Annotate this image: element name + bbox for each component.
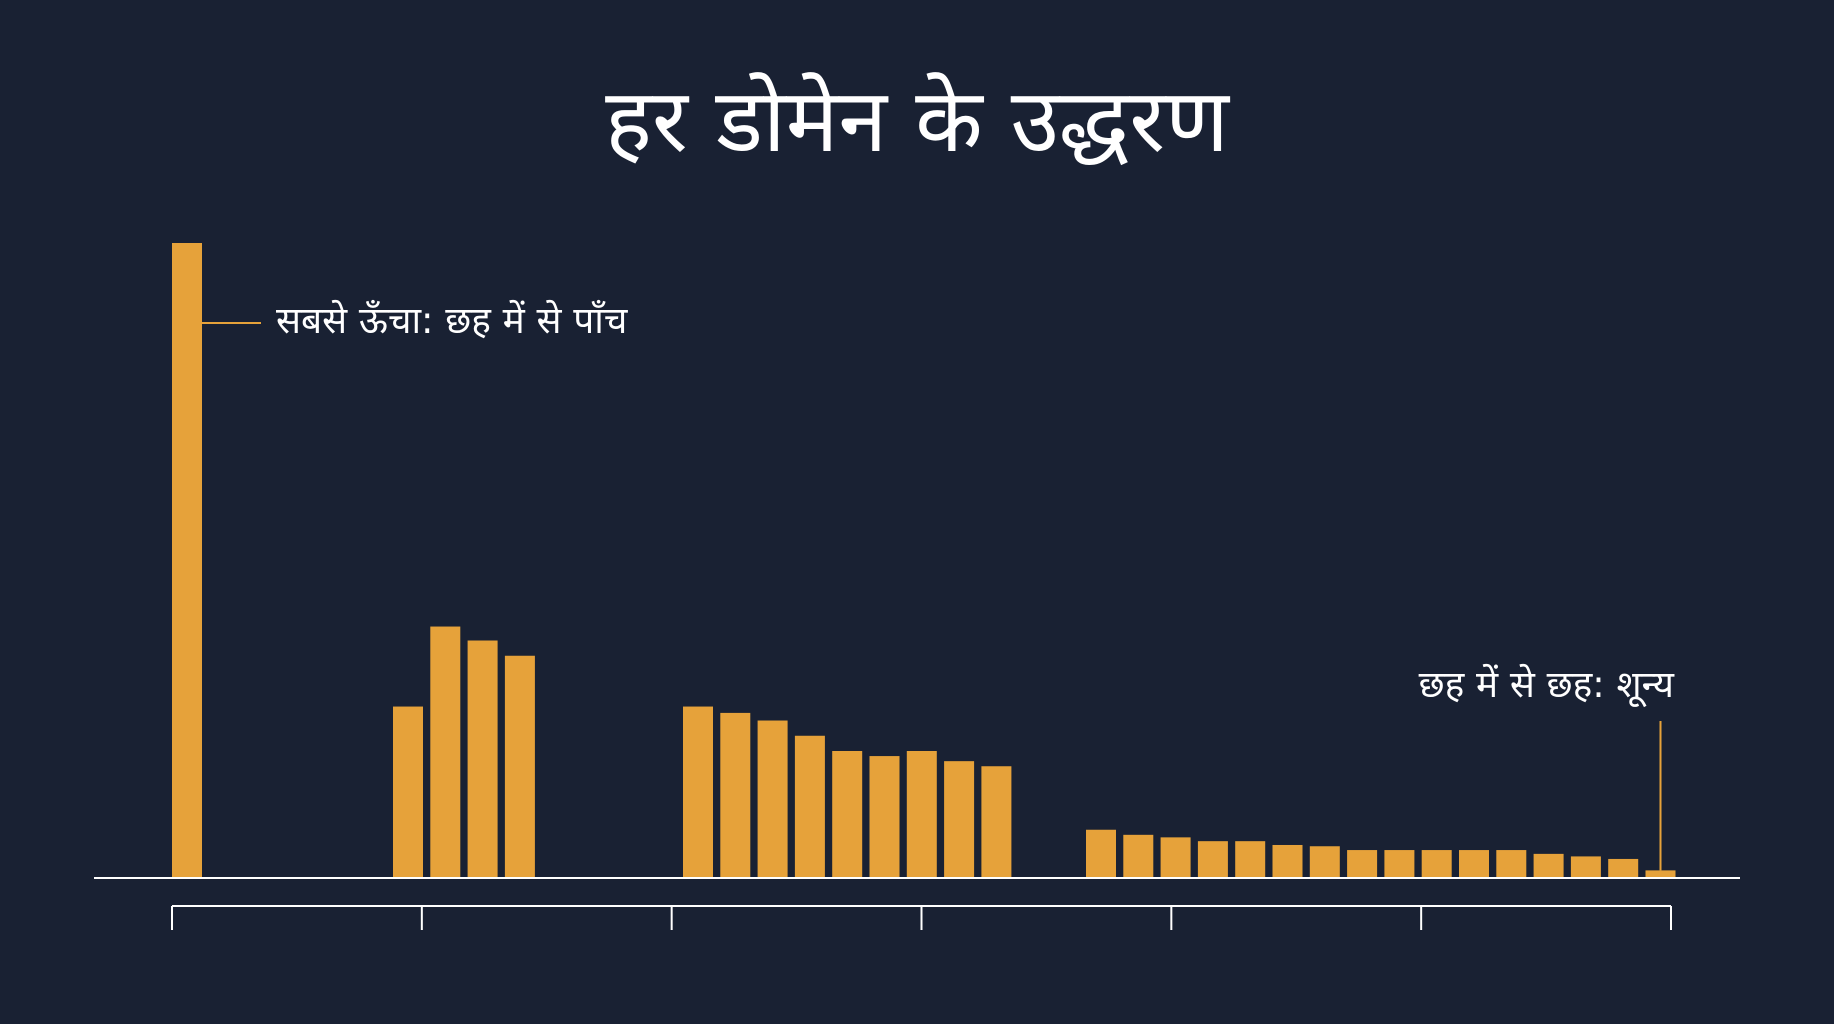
bar-group-4-item-10 [1421,850,1452,878]
bar-group-3-item-2 [720,712,751,878]
bar-group-3-item-8 [944,761,975,878]
bar-group-3-item-3 [757,720,788,878]
bar-group-3-item-1 [683,706,713,878]
bar-group-2-item-2 [430,626,461,878]
bar-group-2-item-4 [504,655,535,878]
bar-group-3-item-9 [981,766,1012,878]
chart-title: हर डोमेन के उद्धरण [605,69,1229,172]
bar-group-4-item-4 [1197,841,1228,878]
bar-group-4-item-9 [1384,850,1415,878]
bar-group-4-item-14 [1570,856,1601,878]
bar-group-2-item-3 [467,640,498,878]
bar-group-3-item-5 [832,751,863,878]
bar-group-4-item-11 [1459,850,1489,878]
bar-group-2-item-1 [393,706,423,878]
bar-group-4-item-8 [1347,850,1378,878]
annotation-highest: सबसे ऊँचा: छह में से पाँच [276,299,628,342]
bar-group-4-item-15 [1608,858,1639,878]
bar-group-4-item-12 [1496,850,1527,878]
bar-group-4-item-7 [1309,846,1340,878]
bar-group-4-item-5 [1235,841,1266,878]
bar-group-4-item-1 [1086,829,1116,878]
bar-group-4-item-3 [1160,837,1191,878]
bar-group-1-item-1 [172,243,202,878]
bar-group-4-item-2 [1123,834,1154,878]
bar-group-3-item-6 [869,756,900,878]
bar-group-4-item-6 [1272,844,1303,878]
bar-group-4-item-16 [1645,870,1676,878]
annotation-last-bar: छह में से छह: शून्य [1418,663,1674,706]
bar-group-3-item-4 [794,735,825,878]
bar-group-4-item-13 [1533,853,1564,878]
bar-group-3-item-7 [906,751,937,878]
